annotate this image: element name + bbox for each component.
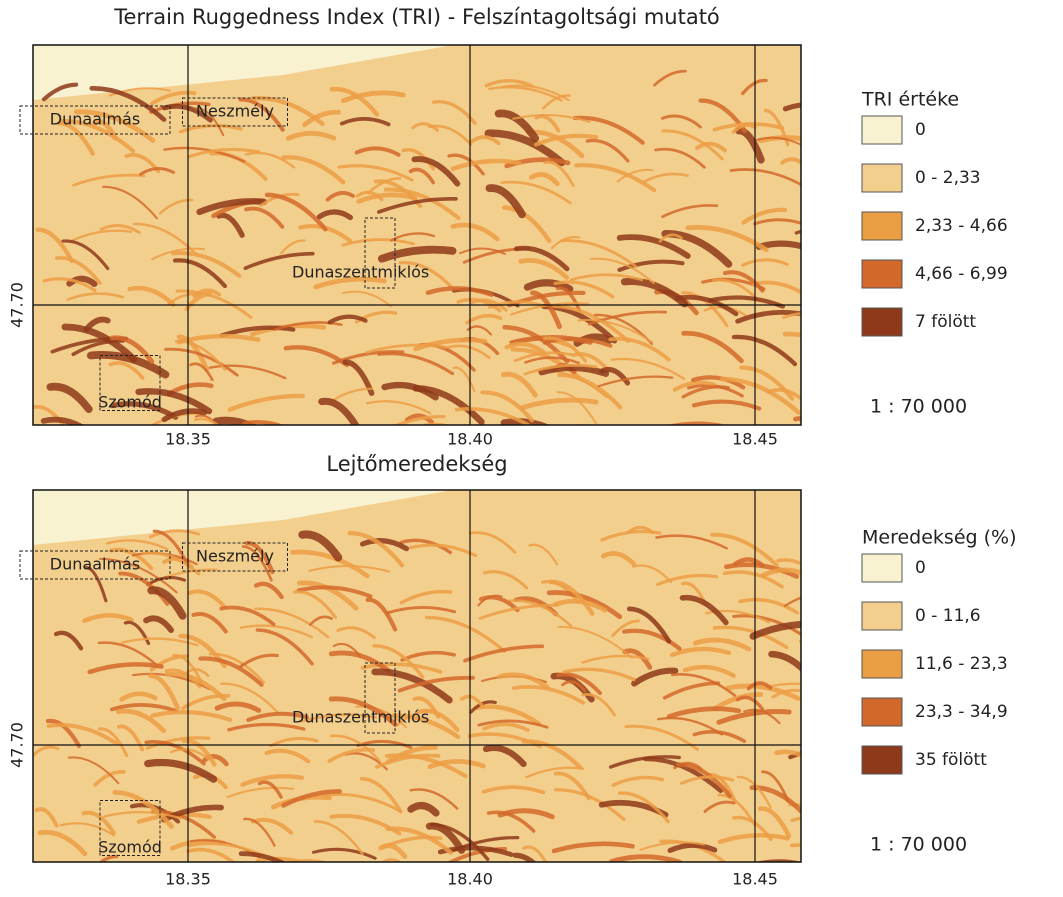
legend-label: 4,66 - 6,99 xyxy=(915,264,1008,284)
terrain xyxy=(785,104,842,110)
map-scale: 1 : 70 000 xyxy=(870,834,967,856)
x-coordinate: 18.40 xyxy=(447,430,493,449)
legend-swatch xyxy=(862,116,902,144)
legend-swatch xyxy=(862,746,902,774)
legend-swatch xyxy=(862,698,902,726)
map xyxy=(33,490,861,893)
x-coordinate: 18.45 xyxy=(732,870,778,889)
legend-swatch xyxy=(862,308,902,336)
terrain xyxy=(593,862,642,867)
legend-label: 0 - 2,33 xyxy=(915,168,981,188)
terrain xyxy=(42,430,101,439)
place-label: Dunaalmás xyxy=(50,555,140,574)
x-coordinate: 18.40 xyxy=(447,870,493,889)
legend-swatch xyxy=(862,602,902,630)
place-label: Dunaszentmiklós xyxy=(292,708,429,727)
legend-label: 23,3 - 34,9 xyxy=(915,702,1008,722)
legend-label: 2,33 - 4,66 xyxy=(915,216,1008,236)
legend-swatch xyxy=(862,260,902,288)
terrain xyxy=(792,845,862,868)
terrain xyxy=(389,429,442,448)
terrain xyxy=(801,431,848,446)
place-label: Neszmély xyxy=(196,102,274,121)
legend-title: Meredekség (%) xyxy=(862,527,1017,549)
terrain xyxy=(800,638,840,647)
y-coordinate: 47.70 xyxy=(8,282,27,328)
legend-swatch xyxy=(862,650,902,678)
legend-swatch xyxy=(862,212,902,240)
figure: Terrain Ruggedness Index (TRI) - Felszín… xyxy=(0,0,1063,893)
place-label: Dunaszentmiklós xyxy=(292,263,429,282)
x-coordinate: 18.35 xyxy=(165,430,211,449)
y-coordinate: 47.70 xyxy=(8,722,27,768)
terrain xyxy=(571,427,649,447)
x-coordinate: 18.45 xyxy=(732,430,778,449)
terrain xyxy=(796,230,840,239)
legend-title: TRI értéke xyxy=(861,89,959,111)
legend-label: 0 - 11,6 xyxy=(915,606,981,626)
legend-label: 0 xyxy=(915,558,926,578)
map-title: Terrain Ruggedness Index (TRI) - Felszín… xyxy=(113,5,720,29)
x-coordinate: 18.35 xyxy=(165,870,211,889)
map-title: Lejtőmeredekség xyxy=(326,452,507,476)
place-label: Dunaalmás xyxy=(50,110,140,129)
place-label: Szomód xyxy=(98,838,162,857)
legend-label: 0 xyxy=(915,120,926,140)
legend-swatch xyxy=(862,554,902,582)
map-scale: 1 : 70 000 xyxy=(870,396,967,418)
legend-label: 35 fölött xyxy=(915,750,987,770)
place-label: Szomód xyxy=(98,393,162,412)
legend-swatch xyxy=(862,164,902,192)
place-label: Neszmély xyxy=(196,547,274,566)
legend-label: 7 fölött xyxy=(915,312,976,332)
legend-label: 11,6 - 23,3 xyxy=(915,654,1008,674)
